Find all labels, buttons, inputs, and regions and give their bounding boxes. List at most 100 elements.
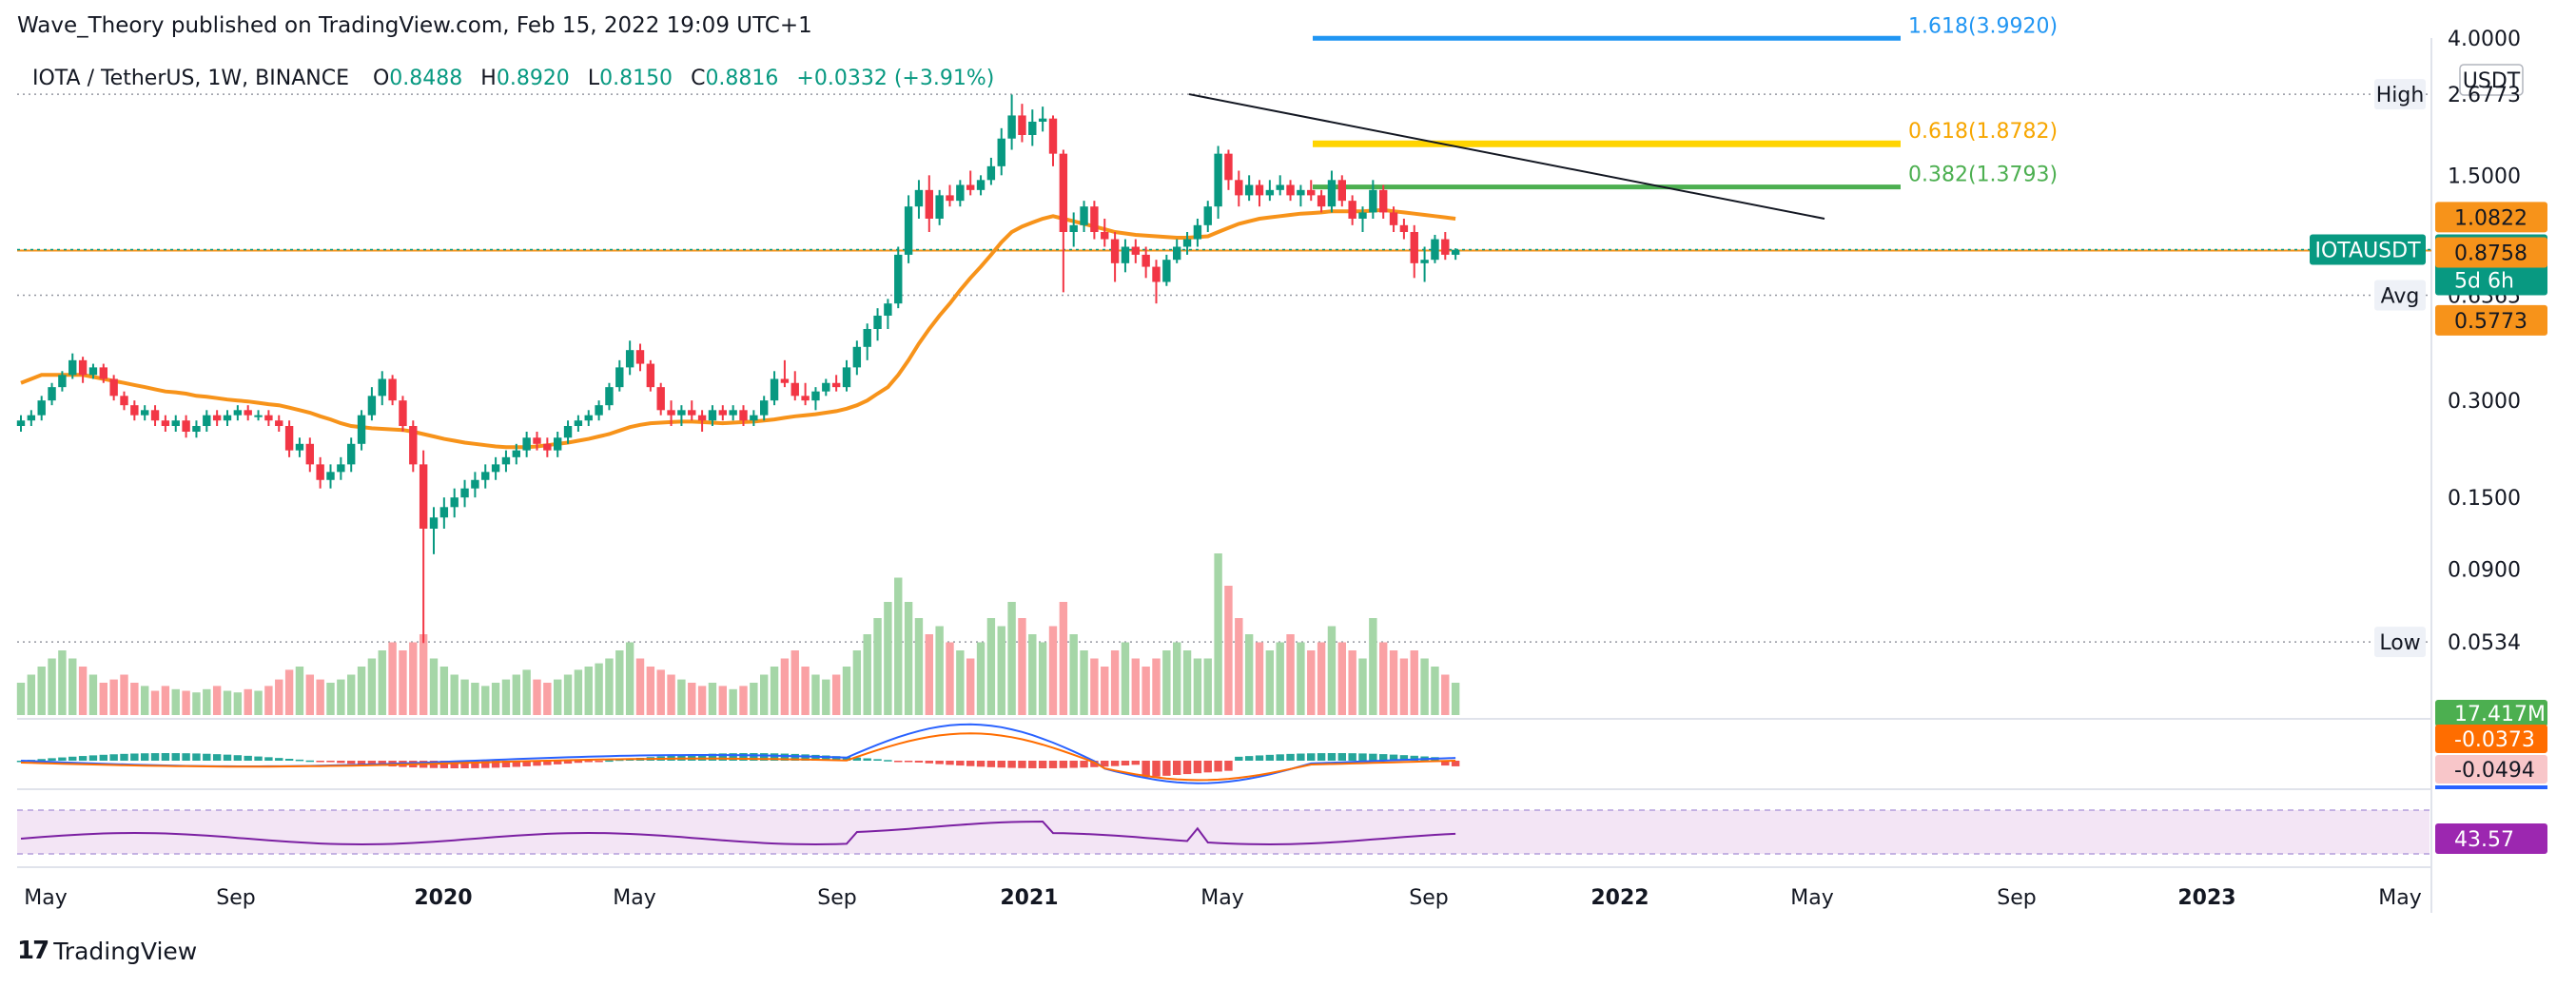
candle-body — [1028, 121, 1037, 135]
volume-bar — [966, 658, 975, 715]
candle-body — [244, 410, 252, 416]
macd-histogram-bar — [780, 753, 790, 761]
candle — [1048, 115, 1058, 166]
volume-bar — [409, 642, 418, 715]
candle — [203, 410, 211, 433]
candle-body — [852, 346, 862, 368]
candle — [388, 375, 397, 406]
candle-body — [264, 415, 273, 421]
macd-histogram-bar — [1286, 753, 1295, 761]
volume-bar — [471, 683, 479, 715]
time-axis-tick: May — [2378, 886, 2421, 910]
volume-bar — [1410, 650, 1418, 715]
candle-body — [347, 443, 356, 465]
macd-histogram-bar — [739, 753, 748, 761]
volume-bar — [1327, 626, 1337, 715]
volume-bar — [1235, 618, 1243, 715]
price-tag-value: 1.0822 — [2454, 206, 2527, 230]
candle-body — [182, 420, 190, 433]
volume-bar — [78, 667, 88, 715]
volume-bar — [667, 674, 675, 715]
candle-body — [295, 443, 304, 451]
volume-bar — [399, 650, 407, 715]
macd-histogram-bar — [946, 761, 954, 765]
volume-bar — [284, 669, 294, 715]
candle — [305, 437, 314, 473]
candle-body — [584, 415, 593, 421]
candle — [1173, 239, 1181, 263]
level-tag-low — [2374, 627, 2426, 658]
candle-body — [780, 378, 790, 383]
macd-histogram-bar — [1224, 761, 1233, 771]
candle-body — [223, 415, 232, 421]
candle — [822, 378, 830, 397]
volume-bar — [1389, 650, 1398, 715]
candle — [863, 323, 871, 360]
volume-bar — [904, 602, 913, 715]
macd-histogram-bar — [1369, 753, 1377, 761]
signal-line — [20, 732, 1456, 782]
candle — [192, 420, 201, 438]
macd-histogram-bar — [1048, 761, 1058, 768]
candle — [595, 400, 603, 421]
time-axis-tick: 2021 — [1000, 886, 1058, 910]
volume-bar — [697, 686, 707, 715]
volume-bar — [1276, 642, 1284, 715]
volume-bar — [203, 688, 211, 715]
volume-bar — [894, 577, 903, 715]
macd-histogram-bar — [501, 761, 511, 767]
macd-histogram-bar — [986, 761, 996, 767]
candle — [1038, 106, 1047, 132]
volume-bar — [120, 674, 128, 715]
fib-level-label: 0.618(1.8782) — [1908, 120, 2058, 144]
candle-body — [68, 359, 77, 376]
candle-body — [543, 443, 552, 451]
volume-bar — [1173, 642, 1181, 715]
candle-body — [646, 363, 655, 388]
macd-histogram-bar — [1182, 761, 1192, 775]
macd-histogram-bar — [295, 759, 304, 762]
candle-body — [1048, 118, 1058, 154]
candle — [1255, 180, 1264, 207]
volume-bar — [831, 674, 841, 715]
candle-body — [1131, 246, 1140, 255]
macd-histogram-bar — [770, 753, 779, 761]
macd-histogram-bar — [347, 761, 356, 764]
macd-histogram-bar — [708, 753, 717, 761]
macd-histogram-bar — [584, 761, 593, 763]
candle — [357, 410, 366, 451]
candle — [708, 405, 717, 426]
candle — [378, 371, 386, 406]
candle — [677, 405, 686, 426]
candle — [264, 410, 273, 426]
candle — [1203, 201, 1212, 232]
candle — [512, 443, 520, 465]
macd-histogram-bar — [1018, 761, 1026, 768]
macd-histogram-bar — [976, 761, 986, 767]
candle-body — [1007, 115, 1016, 139]
tradingview-logo[interactable]: 17 TradingView — [17, 937, 197, 965]
volume-bar — [677, 679, 686, 715]
volume-bar — [584, 667, 593, 715]
fib-level-label: 1.618(3.9920) — [1908, 14, 2058, 38]
price-tag-ma — [2435, 202, 2547, 233]
candle-body — [842, 367, 851, 388]
volume-bar — [305, 674, 314, 715]
candle-body — [1173, 246, 1181, 261]
macd-histogram-bar — [1379, 754, 1388, 761]
candle-body — [203, 415, 211, 426]
candle-body — [1327, 180, 1337, 207]
candle-body — [192, 425, 201, 433]
volume-bar — [347, 674, 356, 715]
candle — [976, 175, 986, 196]
candle-body — [439, 507, 449, 518]
volume-bar — [88, 674, 98, 715]
candle — [284, 420, 294, 457]
volume-bar — [1048, 626, 1058, 715]
macd-line-marker — [2435, 785, 2547, 789]
volume-bar — [780, 658, 790, 715]
candle — [1007, 94, 1016, 150]
volume-bar — [1193, 658, 1202, 715]
macd-histogram-bar — [554, 761, 562, 764]
